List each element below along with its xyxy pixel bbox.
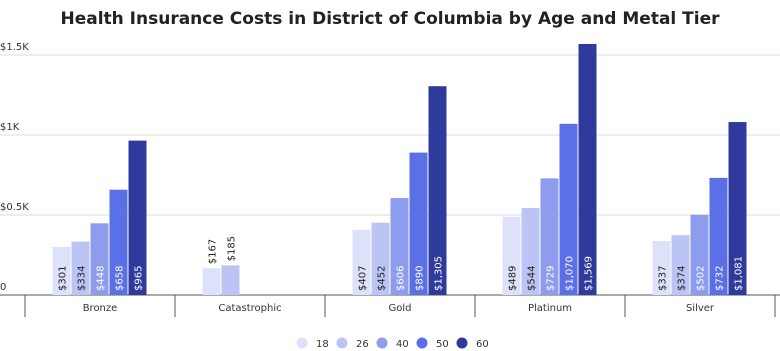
- data-label: $452: [377, 266, 388, 291]
- bar: [352, 229, 371, 295]
- legend-marker: [456, 337, 468, 349]
- bar: [728, 122, 747, 295]
- legend-marker: [296, 337, 308, 349]
- data-label: $502: [696, 266, 707, 291]
- x-tick-label: Catastrophic: [218, 303, 281, 314]
- bar: [409, 152, 428, 295]
- data-label: $1,070: [565, 256, 576, 291]
- data-label: $544: [527, 266, 538, 291]
- chart-title: Health Insurance Costs in District of Co…: [60, 9, 720, 29]
- bar: [202, 268, 221, 295]
- y-tick-label: $1K: [0, 122, 20, 133]
- x-tick-label: Silver: [686, 303, 715, 314]
- data-label: $185: [227, 236, 238, 261]
- legend-marker: [336, 337, 348, 349]
- bar: [221, 265, 240, 295]
- legend-label: 60: [476, 339, 489, 350]
- data-label: $965: [134, 266, 145, 291]
- bar: [90, 223, 109, 295]
- data-label: $732: [715, 266, 726, 291]
- legend-label: 18: [316, 339, 329, 350]
- data-label: $1,081: [734, 256, 745, 291]
- x-tick-label: Platinum: [528, 303, 572, 314]
- bar: [709, 177, 728, 295]
- data-label: $1,305: [434, 256, 445, 291]
- bar: [390, 198, 409, 295]
- bar: [521, 207, 540, 295]
- data-label: $337: [658, 266, 669, 291]
- data-label: $729: [546, 266, 557, 291]
- data-label: $890: [415, 266, 426, 291]
- x-tick-label: Bronze: [83, 303, 118, 314]
- bar: [652, 241, 671, 295]
- data-label: $334: [77, 266, 88, 291]
- bar: [502, 216, 521, 295]
- y-tick-label: 0: [0, 282, 6, 293]
- bar: [690, 214, 709, 295]
- y-tick-label: $0.5K: [0, 202, 29, 213]
- bar: [71, 241, 90, 295]
- data-label: $301: [58, 266, 69, 291]
- bar: [371, 222, 390, 295]
- data-label: $1,569: [584, 256, 595, 291]
- bar: [671, 235, 690, 295]
- bar: [52, 246, 71, 295]
- x-tick-label: Gold: [389, 303, 412, 314]
- legend-label: 26: [356, 339, 369, 350]
- bar: [109, 189, 128, 295]
- bar: [578, 43, 597, 296]
- bar: [559, 123, 578, 295]
- bar: [428, 86, 447, 295]
- y-tick-label: $1.5K: [0, 42, 29, 53]
- data-label: $407: [358, 266, 369, 291]
- legend-marker: [376, 337, 388, 349]
- data-label: $448: [96, 266, 107, 291]
- data-label: $658: [115, 266, 126, 291]
- legend-label: 40: [396, 339, 409, 350]
- data-label: $489: [508, 266, 519, 291]
- legend-label: 50: [436, 339, 449, 350]
- bar: [128, 140, 147, 295]
- data-label: $167: [208, 239, 219, 264]
- bar: [540, 178, 559, 295]
- data-label: $374: [677, 266, 688, 291]
- legend-marker: [416, 337, 428, 349]
- data-label: $606: [396, 266, 407, 291]
